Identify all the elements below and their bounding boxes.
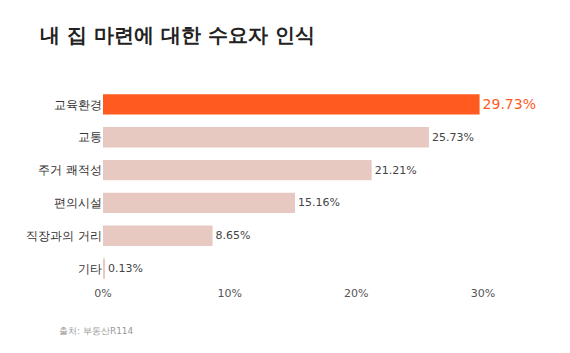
svg-text:주거 쾌적성: 주거 쾌적성 [38, 163, 102, 177]
svg-text:기타: 기타 [78, 262, 102, 276]
svg-text:편의시설: 편의시설 [54, 196, 102, 210]
svg-text:교육환경: 교육환경 [54, 98, 102, 112]
svg-text:10%: 10% [217, 287, 241, 300]
svg-text:29.73%: 29.73% [483, 96, 536, 112]
svg-text:0%: 0% [94, 287, 111, 300]
svg-text:30%: 30% [471, 287, 495, 300]
svg-text:출처: 부동산R114: 출처: 부동산R114 [59, 326, 134, 336]
svg-text:21.21%: 21.21% [375, 164, 417, 177]
svg-text:25.73%: 25.73% [432, 131, 474, 144]
svg-text:내 집 마련에 대한 수요자 인식: 내 집 마련에 대한 수요자 인식 [40, 23, 315, 47]
svg-text:8.65%: 8.65% [216, 229, 251, 242]
svg-text:직장과의 거리: 직장과의 거리 [26, 229, 102, 243]
svg-text:20%: 20% [344, 287, 368, 300]
svg-text:15.16%: 15.16% [298, 196, 340, 209]
svg-text:교통: 교통 [78, 130, 102, 144]
svg-text:0.13%: 0.13% [108, 262, 143, 275]
